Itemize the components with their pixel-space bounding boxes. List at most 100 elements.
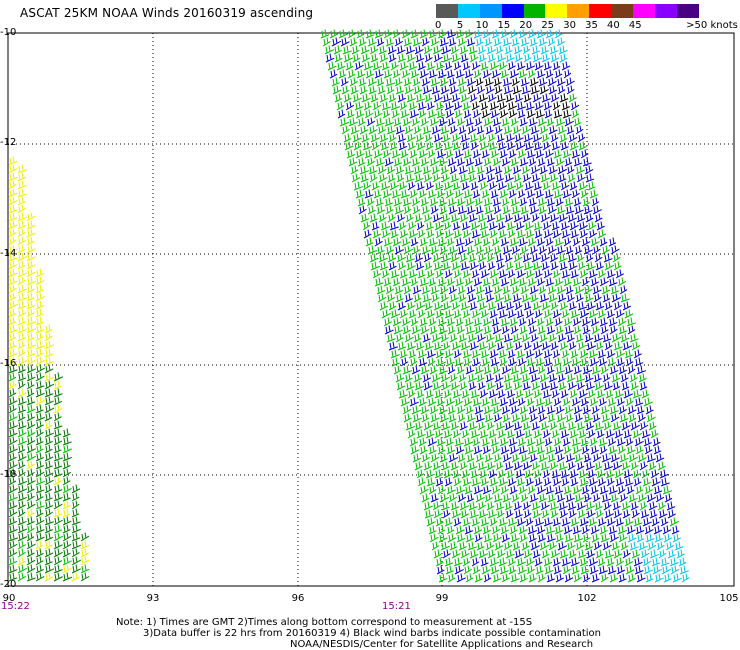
wind-barb [441, 45, 452, 55]
wind-barb [460, 53, 469, 63]
wind-barb [359, 125, 369, 135]
wind-barb [338, 29, 348, 39]
wind-barb [565, 493, 575, 503]
wind-barb [402, 117, 412, 127]
wind-barb [26, 572, 36, 582]
wind-barb [486, 213, 496, 223]
wind-barb [421, 453, 430, 463]
wind-barb [445, 565, 454, 575]
wind-barb [557, 373, 566, 383]
wind-barb [617, 277, 627, 287]
wind-barb [445, 109, 455, 119]
wind-barb [506, 469, 515, 479]
wind-barb [322, 37, 331, 47]
wind-barb [447, 573, 456, 583]
wind-barb [428, 277, 437, 287]
wind-barb [476, 125, 485, 135]
wind-barb [559, 93, 569, 103]
wind-barb [645, 533, 655, 543]
wind-barb [553, 109, 563, 119]
wind-barb [425, 389, 434, 399]
wind-barb [355, 149, 365, 159]
wind-barb [587, 389, 596, 399]
wind-barb [582, 157, 592, 167]
wind-barb [505, 53, 515, 63]
wind-barb [62, 444, 73, 454]
wind-barb [456, 365, 465, 375]
legend-label: 15 [497, 20, 511, 31]
wind-barb [528, 117, 538, 127]
wind-barb [574, 245, 583, 255]
wind-barb [527, 525, 538, 535]
wind-barb [517, 437, 527, 447]
wind-barb [535, 565, 544, 575]
wind-barb [424, 341, 434, 351]
wind-barb [412, 37, 422, 47]
wind-barb [511, 205, 521, 215]
wind-barb [408, 61, 418, 71]
wind-barb [644, 525, 654, 535]
note-line: NOAA/NESDIS/Center for Satellite Applica… [290, 639, 594, 650]
lat-label: -16 [0, 358, 17, 369]
wind-barb [627, 533, 637, 543]
wind-barb [566, 293, 575, 303]
wind-barb [349, 77, 359, 87]
wind-barb [607, 437, 617, 447]
wind-barb [17, 196, 26, 206]
wind-barb [527, 277, 537, 287]
wind-barb [17, 364, 26, 374]
wind-barb [515, 221, 525, 231]
wind-barb [599, 485, 609, 495]
wind-barb [661, 565, 672, 575]
wind-barb [340, 77, 349, 87]
wind-barb [545, 69, 554, 79]
wind-barb [62, 428, 71, 438]
wind-barb [426, 269, 435, 279]
wind-barb [463, 565, 472, 575]
wind-barb [534, 557, 543, 567]
wind-barb [404, 85, 414, 95]
wind-barb [570, 349, 579, 359]
wind-barb [467, 125, 477, 135]
wind-barb [594, 213, 603, 223]
wind-barb [572, 445, 582, 455]
wind-barb [540, 381, 550, 391]
wind-barb [442, 341, 451, 351]
wind-barb [35, 292, 46, 302]
wind-barb [599, 317, 608, 327]
wind-barb [537, 365, 546, 375]
wind-barb [520, 453, 530, 463]
wind-barb [342, 45, 352, 55]
wind-barb [475, 493, 485, 503]
wind-barb [496, 549, 506, 559]
wind-barb [522, 173, 532, 183]
wind-barb [564, 325, 575, 335]
wind-barb [535, 437, 545, 447]
wind-barb [561, 557, 571, 567]
wind-barb [512, 373, 522, 383]
wind-barb [657, 461, 666, 471]
wind-barb [17, 468, 26, 478]
wind-barb [533, 389, 542, 399]
wind-barb [26, 476, 36, 486]
wind-barb [341, 85, 350, 95]
wind-barb [556, 37, 566, 47]
wind-barb [425, 221, 434, 231]
wind-barb [493, 37, 502, 47]
wind-barb [417, 101, 427, 111]
wind-barb [485, 165, 495, 175]
wind-barb [543, 349, 553, 359]
wind-barb [582, 573, 591, 583]
wind-barb [398, 181, 408, 191]
wind-barb [460, 261, 470, 271]
wind-barb [44, 548, 54, 558]
wind-barb [53, 444, 62, 454]
wind-barb [513, 421, 523, 431]
wind-barb [26, 524, 35, 534]
wind-barb [8, 460, 18, 470]
wind-barb [504, 253, 513, 263]
wind-barb [363, 229, 372, 239]
wind-barb [569, 429, 579, 439]
wind-barb [375, 117, 385, 127]
wind-barb [473, 525, 483, 535]
